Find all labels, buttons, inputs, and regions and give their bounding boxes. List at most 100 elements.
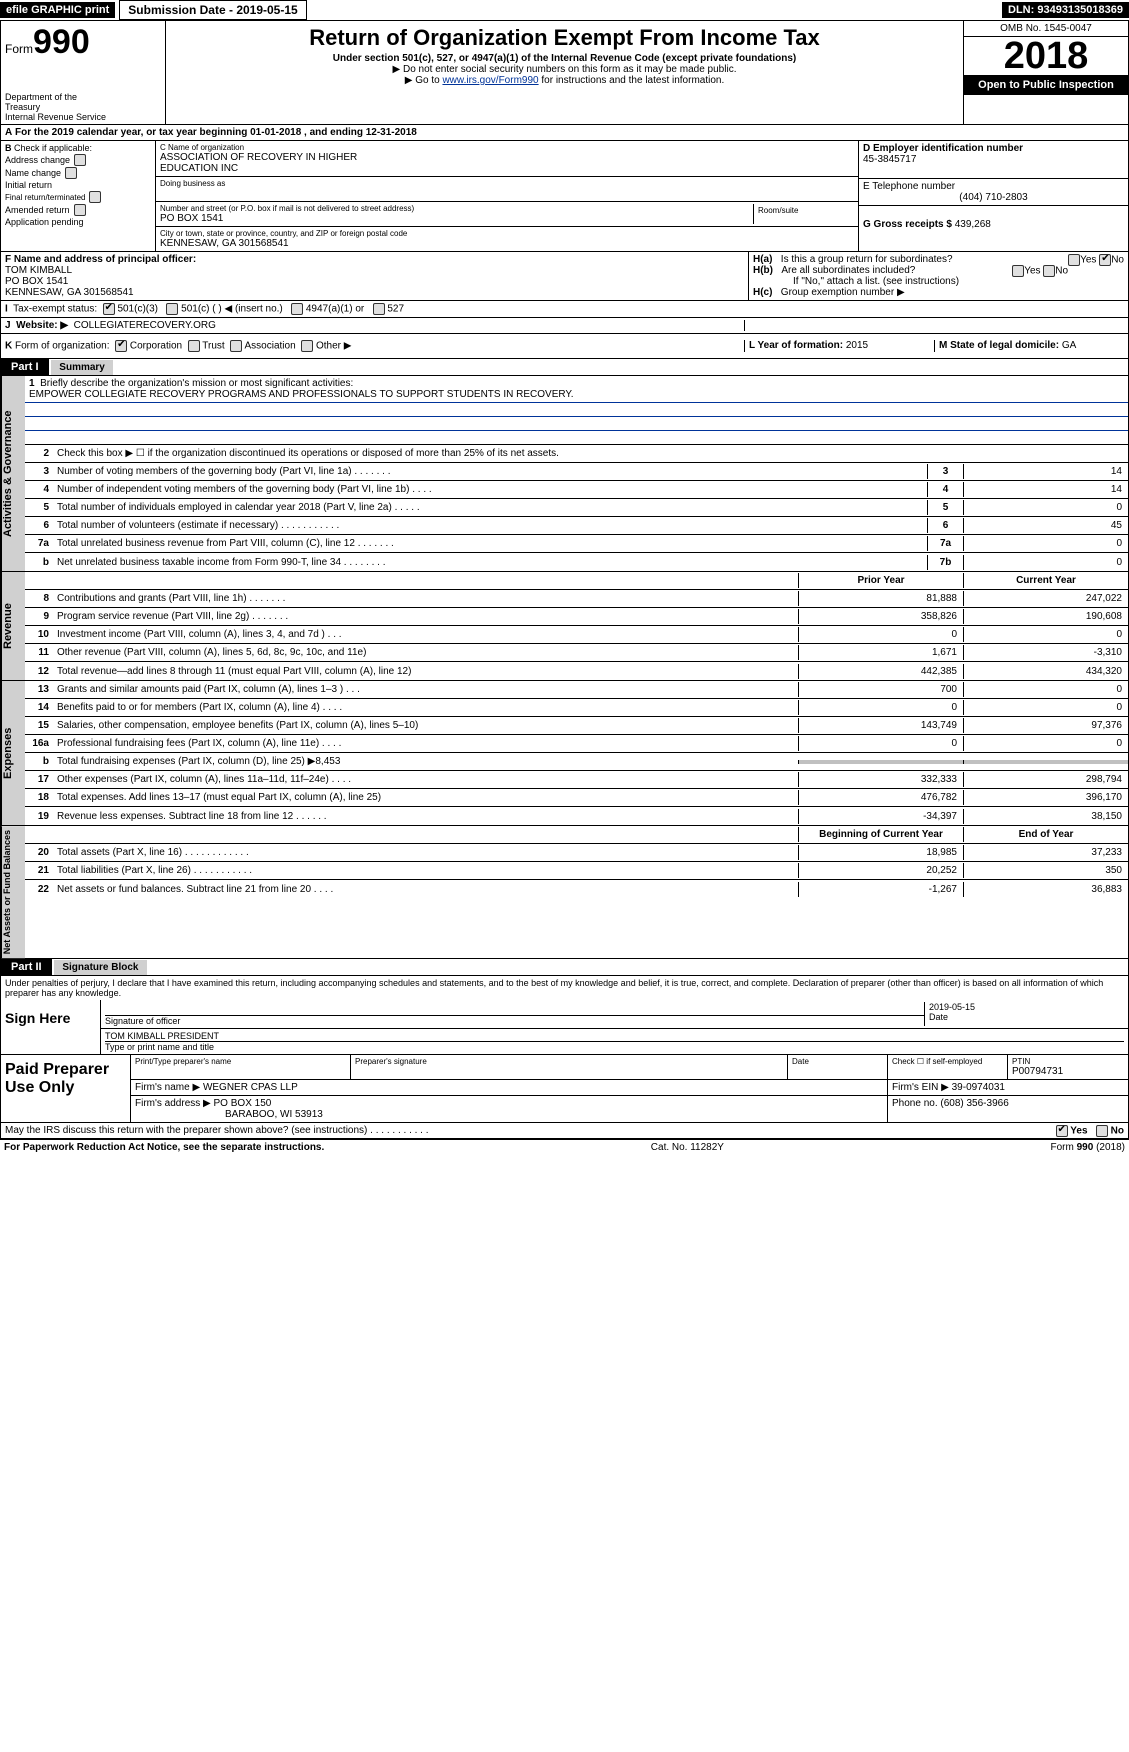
checkbox-other[interactable] (301, 340, 313, 352)
line-desc: Other revenue (Part VIII, column (A), li… (53, 645, 798, 660)
column-d: D Employer identification number 45-3845… (858, 141, 1128, 251)
line-desc: Salaries, other compensation, employee b… (53, 718, 798, 733)
prior-value: 1,671 (798, 645, 963, 660)
label-c-org: C Name of organization (160, 143, 854, 152)
label-phone: E Telephone number (863, 181, 1124, 192)
line-value: 0 (963, 500, 1128, 515)
checkbox-discuss-no[interactable] (1096, 1125, 1108, 1137)
firm-name-label: Firm's name ▶ (135, 1082, 200, 1093)
part-1-title: Summary (51, 360, 113, 375)
checkbox-assoc[interactable] (230, 340, 242, 352)
line-desc: Net unrelated business taxable income fr… (53, 555, 927, 570)
line-box: 7a (927, 536, 963, 551)
line-value: 45 (963, 518, 1128, 533)
checkbox-ha-no[interactable] (1099, 254, 1111, 266)
row-a: A For the 2019 calendar year, or tax yea… (0, 125, 1129, 141)
exp-line-16a: 16a Professional fundraising fees (Part … (25, 735, 1128, 753)
current-value: 298,794 (963, 772, 1128, 787)
form-title: Return of Organization Exempt From Incom… (172, 25, 957, 51)
checkbox-hb-yes[interactable] (1012, 265, 1024, 277)
summary-net-assets: Net Assets or Fund Balances Beginning of… (0, 826, 1129, 959)
tax-exempt-label: Tax-exempt status: (13, 304, 97, 315)
net-header: Beginning of Current Year End of Year (25, 826, 1128, 844)
footer-right: Form 990 (2018) (1051, 1142, 1125, 1153)
discuss-row: May the IRS discuss this return with the… (0, 1123, 1129, 1139)
checkbox-address[interactable] (74, 154, 86, 166)
form-990: 990 (33, 23, 90, 61)
officer-name: TOM KIMBALL (5, 265, 744, 276)
checkbox-trust[interactable] (188, 340, 200, 352)
line-num: 15 (25, 718, 53, 733)
checkbox-name[interactable] (65, 167, 77, 179)
tab-expenses: Expenses (1, 681, 25, 825)
line-value: 0 (963, 555, 1128, 570)
exp-line-19: 19 Revenue less expenses. Subtract line … (25, 807, 1128, 825)
checkbox-527[interactable] (373, 303, 385, 315)
checkbox-501c3[interactable] (103, 303, 115, 315)
preparer-sig-label: Preparer's signature (355, 1057, 783, 1066)
line-2: 2 Check this box ▶ ☐ if the organization… (25, 445, 1128, 463)
line-desc: Other expenses (Part IX, column (A), lin… (53, 772, 798, 787)
checkbox-ha-yes[interactable] (1068, 254, 1080, 266)
checkbox-final[interactable] (89, 191, 101, 203)
line-2-desc: Check this box ▶ ☐ if the organization d… (53, 446, 1128, 461)
label-gross: G Gross receipts $ (863, 219, 955, 230)
sig-date-value: 2019-05-15 (929, 1002, 1124, 1012)
checkbox-4947[interactable] (291, 303, 303, 315)
current-value: 37,233 (963, 845, 1128, 860)
checkbox-discuss-yes[interactable] (1056, 1125, 1068, 1137)
current-value: 0 (963, 736, 1128, 751)
row-i: I Tax-exempt status: 501(c)(3) 501(c) ( … (0, 301, 1129, 318)
ha-no: No (1111, 255, 1124, 266)
officer-city: KENNESAW, GA 301568541 (5, 287, 744, 298)
website-value: COLLEGIATERECOVERY.ORG (74, 320, 216, 331)
ptin-label: PTIN (1012, 1057, 1124, 1066)
mission-blank-2 (25, 417, 1128, 431)
org-address: PO BOX 1541 (160, 213, 753, 224)
form-header: Form990 Department of the Treasury Inter… (0, 20, 1129, 125)
opt-trust: Trust (202, 341, 224, 352)
paid-preparer: Paid Preparer Use Only Print/Type prepar… (0, 1055, 1129, 1123)
gov-line-6: 6 Total number of volunteers (estimate i… (25, 517, 1128, 535)
form-org-label: Form of organization: (15, 341, 110, 352)
irs-link[interactable]: www.irs.gov/Form990 (442, 75, 538, 86)
checkbox-501c[interactable] (166, 303, 178, 315)
chk-address-change: Address change (5, 155, 70, 165)
line-num: 4 (25, 482, 53, 497)
line-num: 3 (25, 464, 53, 479)
line-desc: Benefits paid to or for members (Part IX… (53, 700, 798, 715)
prior-value: 476,782 (798, 790, 963, 805)
checkbox-hb-no[interactable] (1043, 265, 1055, 277)
dept-treasury: Department of the Treasury Internal Reve… (5, 92, 161, 122)
current-value: 36,883 (963, 882, 1128, 897)
opt-other: Other ▶ (316, 341, 351, 352)
line-1-desc: Briefly describe the organization's miss… (40, 378, 353, 389)
line-box: 5 (927, 500, 963, 515)
perjury-text: Under penalties of perjury, I declare th… (0, 976, 1129, 1000)
checkbox-amended[interactable] (74, 204, 86, 216)
officer-addr: PO BOX 1541 (5, 276, 744, 287)
label-room: Room/suite (758, 206, 850, 215)
revenue-header: Prior Year Current Year (25, 572, 1128, 590)
label-b: B (5, 143, 12, 153)
col-current-year: Current Year (963, 573, 1128, 588)
line-num: 18 (25, 790, 53, 805)
firm-ein-label: Firm's EIN ▶ (892, 1082, 949, 1093)
sig-date-label: Date (929, 1012, 1124, 1022)
firm-addr-1: PO BOX 150 (214, 1098, 272, 1109)
sign-here-label: Sign Here (1, 1000, 101, 1054)
gov-line-3: 3 Number of voting members of the govern… (25, 463, 1128, 481)
line-1-num: 1 (29, 378, 35, 389)
prior-value: -1,267 (798, 882, 963, 897)
firm-phone-label: Phone no. (892, 1098, 940, 1109)
rev-line-10: 10 Investment income (Part VIII, column … (25, 626, 1128, 644)
part-2-badge: Part II (1, 959, 52, 975)
label-ein: D Employer identification number (863, 143, 1124, 154)
line-desc: Total revenue—add lines 8 through 11 (mu… (53, 664, 798, 679)
line-value: 14 (963, 464, 1128, 479)
prior-value: 0 (798, 700, 963, 715)
checkbox-corp[interactable] (115, 340, 127, 352)
column-b: B Check if applicable: Address change Na… (1, 141, 156, 251)
footer-left: For Paperwork Reduction Act Notice, see … (4, 1142, 324, 1153)
prior-value: 0 (798, 627, 963, 642)
